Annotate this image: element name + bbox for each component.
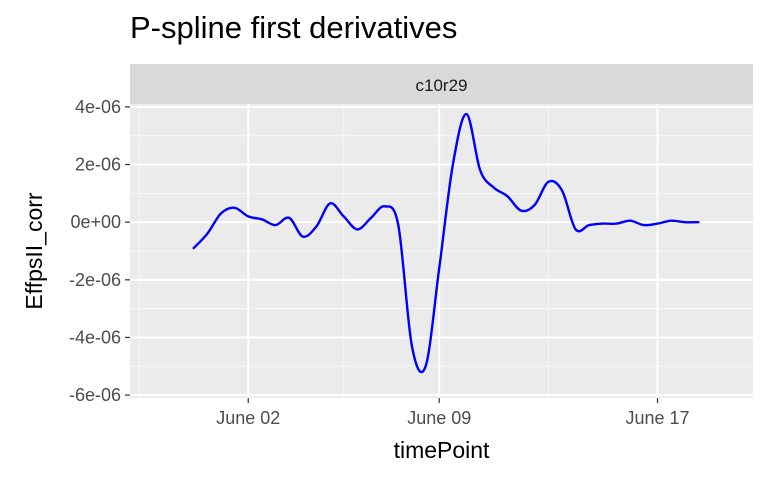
x-tick-label: June 17 (625, 408, 689, 428)
y-tick-label: 2e-06 (75, 155, 121, 175)
facet-strip (130, 64, 753, 104)
chart-title: P-spline first derivatives (130, 10, 458, 45)
x-tick-label: June 02 (216, 408, 280, 428)
y-tick-label: -2e-06 (69, 270, 121, 290)
facet-strip-label: c10r29 (416, 76, 468, 95)
x-axis: June 02 June 09 June 17 (216, 398, 690, 428)
x-axis-title: timePoint (394, 437, 490, 463)
y-tick-label: -6e-06 (69, 385, 121, 405)
series-line (192, 112, 700, 374)
y-axis: 4e-06 2e-06 0e+00 -2e-06 -4e-06 -6e-06 (69, 97, 130, 405)
major-gridlines (130, 104, 753, 398)
y-tick-label: 4e-06 (75, 97, 121, 117)
y-axis-title: EffpsII_corr (21, 192, 47, 310)
x-tick-label: June 09 (407, 408, 471, 428)
y-tick-label: -4e-06 (69, 327, 121, 347)
y-tick-label: 0e+00 (70, 212, 121, 232)
